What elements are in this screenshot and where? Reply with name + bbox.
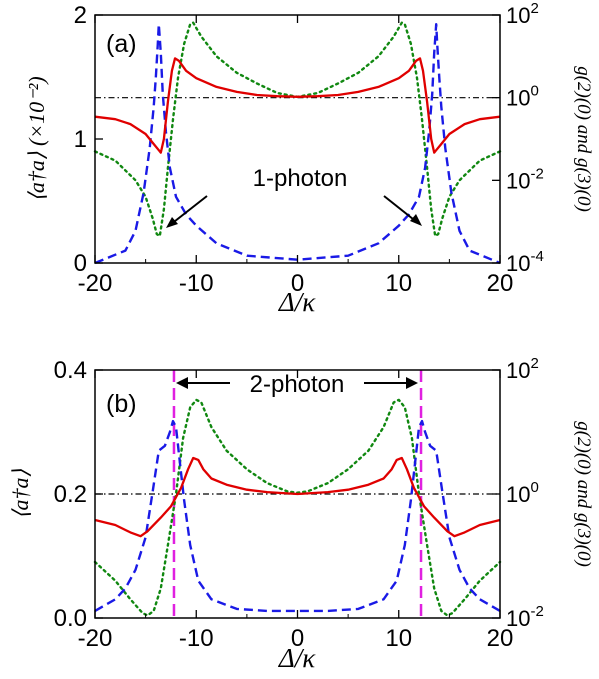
panel-a-ytick-right-label: 100 [506, 83, 539, 111]
panel-b-label: (b) [106, 390, 137, 418]
panel-b-ylabel-right: g(2)(0) and g(3)(0) [573, 421, 594, 567]
panel-a-ytick-left-label: 0 [74, 250, 87, 277]
panel-b-arrow-right [364, 377, 418, 389]
panel-a-xtick-label: 0 [291, 270, 304, 297]
panel-b-annotation: 2-photon [250, 371, 345, 398]
panel-a-ytick-right-label: 102 [506, 0, 539, 28]
panel-b-xtick-label: -20 [78, 625, 113, 652]
panel-a-arrow-right [383, 195, 422, 226]
panel-a-xtick-label: 20 [487, 270, 514, 297]
panel-a-label: (a) [106, 30, 137, 58]
panel-a-ytick-right-label: 10-4 [506, 248, 544, 276]
panel-b-arrow-left [176, 377, 230, 389]
panel-b-xtick-label: 10 [385, 625, 412, 652]
panel-b-ytick-left-label: 0.0 [54, 605, 87, 632]
panel-a-xtick-label: -20 [78, 270, 113, 297]
panel-a-ylabel-right: g(2)(0) and g(3)(0) [573, 66, 594, 212]
panel-a-ytick-left-label: 1 [74, 126, 87, 153]
panel-a-lines [93, 21, 502, 265]
panel-a-ticks [94, 14, 501, 264]
panel-a-arrow-left [166, 195, 208, 228]
panel-a-frame [94, 14, 501, 264]
panel-b: -20 -10 0 10 20 0.0 0.2 0.4 10-2 100 102 (b) 2-pho… [8, 355, 594, 673]
panel-b-series-dashed-line [94, 419, 501, 613]
panel-b-ytick-right-label: 100 [506, 479, 539, 507]
panel-b-lines [93, 370, 502, 618]
panel-b-series-solid-line [94, 456, 501, 538]
panel-a-xtick-label: -10 [179, 270, 214, 297]
panel-b-xtick-label: 20 [487, 625, 514, 652]
panel-a-series-solid-line [94, 57, 501, 154]
panel-a-tick-labels: -20 -10 0 10 20 0 1 2 10-4 10-2 100 102 [74, 0, 544, 297]
panel-b-ticks [94, 369, 501, 619]
panel-a-ylabel-left: ⟨a†a⟩ (×10⁻²) [24, 76, 49, 201]
panel-a-annotation: 1-photon [253, 165, 348, 192]
panel-a-xlabel: Δ/κ [278, 287, 316, 317]
panel-b-series-dotted-line [93, 398, 502, 617]
panel-b-ytick-left-label: 0.2 [54, 481, 87, 508]
panel-a-ytick-right-label: 10-2 [506, 165, 544, 193]
panel-a: -20 -10 0 10 20 0 1 2 10-4 10-2 100 102 (a) 1-photo… [24, 0, 594, 317]
panel-a-xtick-label: 10 [385, 270, 412, 297]
panel-b-ylabel-left: ⟨a†a⟩ [8, 469, 33, 520]
panel-b-xlabel: Δ/κ [278, 643, 316, 673]
panel-a-series-dotted-line [93, 21, 502, 238]
panel-b-ytick-right-label: 102 [506, 355, 539, 383]
panel-b-ytick-left-label: 0.4 [54, 357, 87, 384]
panel-b-ytick-right-label: 10-2 [506, 603, 544, 631]
panel-b-xtick-label: -10 [179, 625, 214, 652]
panel-a-ytick-left-label: 2 [74, 2, 87, 29]
panel-b-xtick-label: 0 [291, 625, 304, 652]
panel-b-tick-labels: -20 -10 0 10 20 0.0 0.2 0.4 10-2 100 102 [54, 355, 544, 652]
